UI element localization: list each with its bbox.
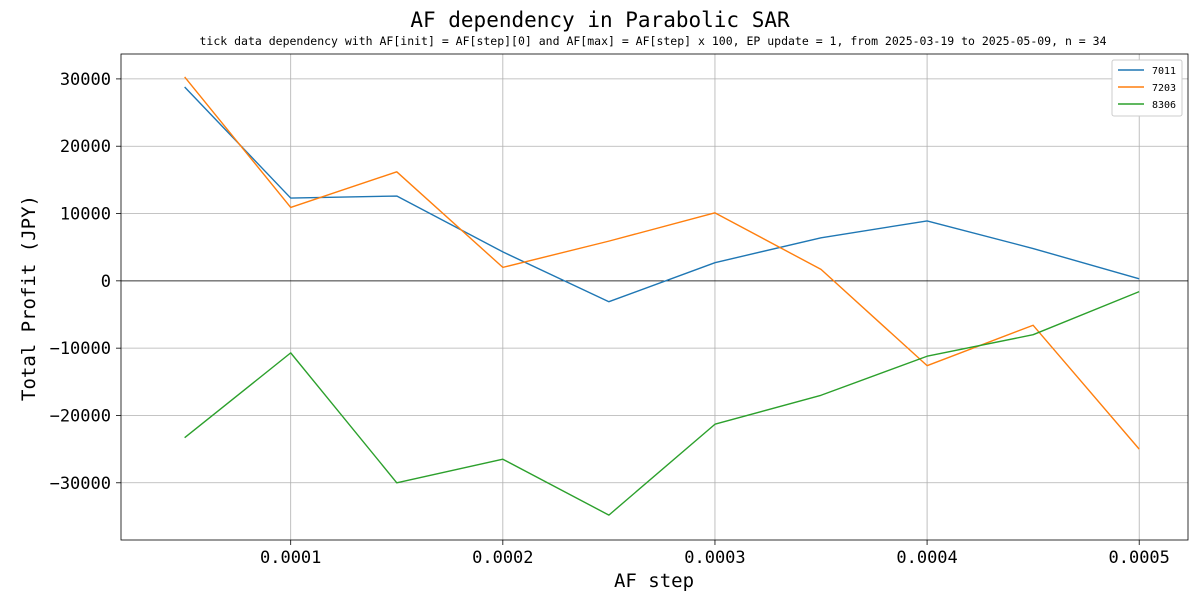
- y-tick-label: 10000: [60, 205, 111, 225]
- series-lines: [184, 76, 1140, 516]
- y-tick-label: −30000: [50, 474, 111, 494]
- x-tick-label: 0.0005: [1108, 548, 1169, 568]
- chart-title: AF dependency in Parabolic SAR: [410, 8, 790, 32]
- y-tick-label: 20000: [60, 137, 111, 157]
- y-tick-label: −20000: [50, 406, 111, 426]
- y-tick-label: 30000: [60, 70, 111, 90]
- legend-label: 7011: [1152, 66, 1176, 77]
- y-axis-label: Total Profit (JPY): [18, 195, 40, 401]
- legend-label: 8306: [1152, 100, 1176, 111]
- x-axis-ticks: 0.0001 0.0002 0.0003 0.0004 0.0005: [260, 540, 1170, 568]
- y-tick-label: −10000: [50, 339, 111, 359]
- chart-subtitle: tick data dependency with AF[init] = AF[…: [199, 34, 1107, 48]
- plot-frame: [120, 53, 1189, 541]
- y-tick-label: 0: [101, 272, 111, 292]
- legend-box: [1111, 59, 1183, 117]
- grid-lines: [121, 54, 1188, 540]
- x-tick-label: 0.0001: [260, 548, 321, 568]
- legend: 7011 7203 8306: [1111, 59, 1183, 117]
- x-tick-label: 0.0004: [896, 548, 957, 568]
- series-line-7203: [184, 76, 1140, 450]
- series-line-8306: [184, 290, 1140, 516]
- y-axis-ticks: 30000 20000 10000 0 −10000 −20000 −30000: [50, 70, 121, 494]
- x-axis-label: AF step: [614, 570, 694, 592]
- legend-label: 7203: [1152, 83, 1176, 94]
- series-line-7011: [184, 86, 1140, 303]
- x-tick-label: 0.0003: [684, 548, 745, 568]
- x-tick-label: 0.0002: [472, 548, 533, 568]
